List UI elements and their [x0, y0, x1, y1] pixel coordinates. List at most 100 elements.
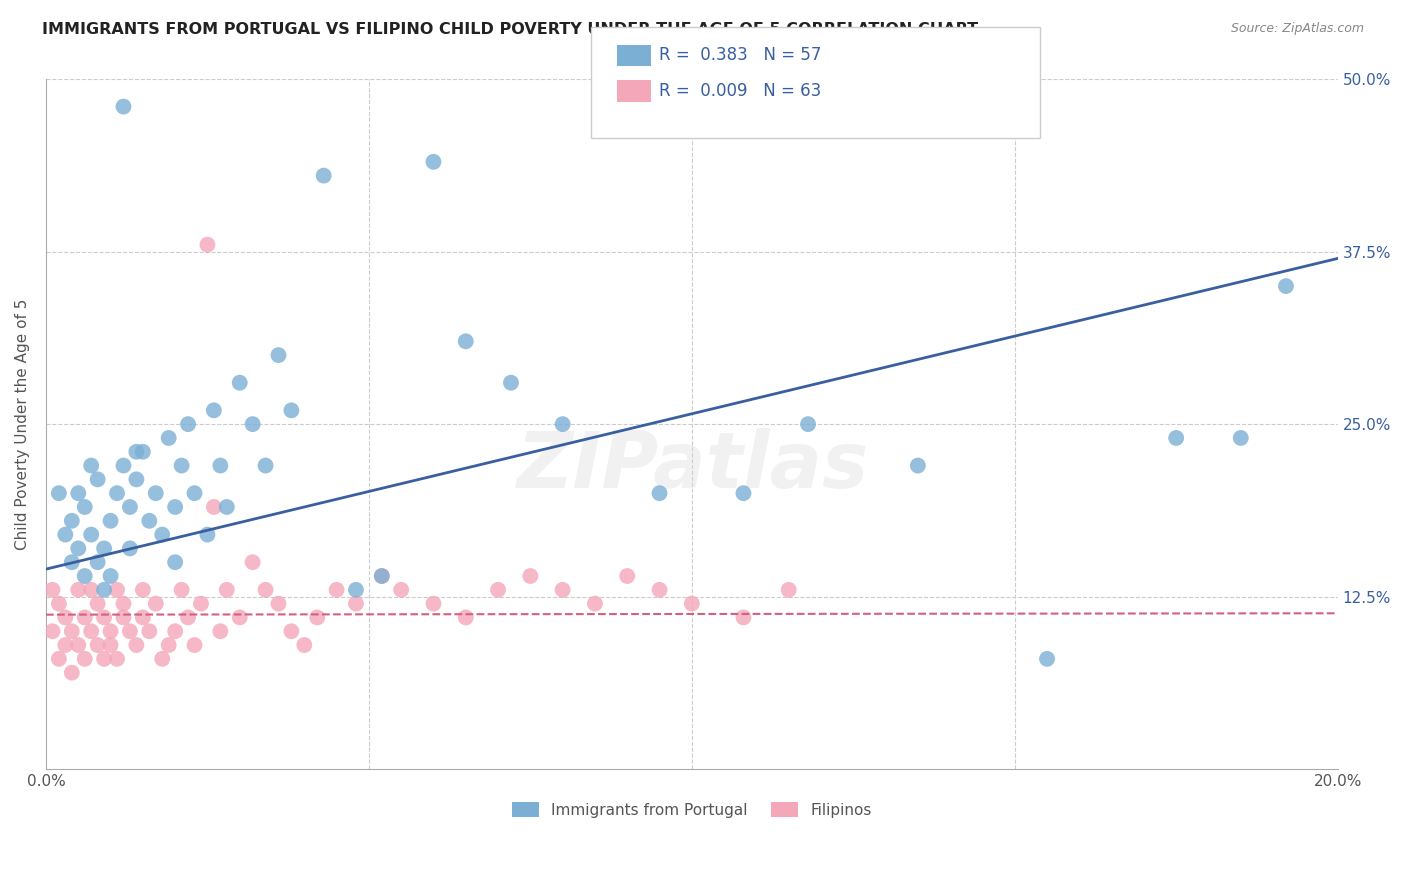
Point	[93, 652, 115, 666]
Point	[73, 500, 96, 514]
Point	[312, 169, 335, 183]
Point	[80, 582, 103, 597]
Point	[1166, 431, 1188, 445]
Point	[197, 237, 219, 252]
Legend: Immigrants from Portugal, Filipinos: Immigrants from Portugal, Filipinos	[506, 796, 877, 824]
Point	[67, 582, 90, 597]
Point	[132, 582, 155, 597]
Point	[67, 486, 90, 500]
Point	[1275, 279, 1298, 293]
Point	[183, 486, 205, 500]
Point	[551, 582, 574, 597]
Text: R =  0.383   N = 57: R = 0.383 N = 57	[659, 46, 821, 64]
Point	[190, 597, 212, 611]
Point	[86, 638, 108, 652]
Point	[209, 458, 232, 473]
Point	[486, 582, 509, 597]
Point	[177, 610, 200, 624]
Point	[67, 541, 90, 556]
Point	[1229, 431, 1251, 445]
Point	[583, 597, 606, 611]
Point	[105, 652, 128, 666]
Point	[105, 582, 128, 597]
Point	[48, 486, 70, 500]
Point	[325, 582, 347, 597]
Point	[292, 638, 315, 652]
Point	[267, 597, 290, 611]
Point	[125, 638, 148, 652]
Point	[254, 458, 277, 473]
Point	[118, 500, 141, 514]
Point	[86, 555, 108, 569]
Point	[60, 665, 83, 680]
Point	[778, 582, 800, 597]
Point	[551, 417, 574, 431]
Point	[454, 610, 477, 624]
Point	[73, 652, 96, 666]
Point	[202, 500, 225, 514]
Point	[73, 610, 96, 624]
Point	[733, 610, 755, 624]
Point	[1036, 652, 1059, 666]
Point	[177, 417, 200, 431]
Point	[519, 569, 541, 583]
Point	[125, 444, 148, 458]
Point	[215, 500, 238, 514]
Point	[242, 555, 264, 569]
Point	[280, 403, 302, 417]
Point	[150, 652, 173, 666]
Point	[733, 486, 755, 500]
Point	[371, 569, 394, 583]
Point	[215, 582, 238, 597]
Point	[344, 597, 367, 611]
Text: R =  0.009   N = 63: R = 0.009 N = 63	[659, 82, 821, 100]
Point	[170, 582, 193, 597]
Point	[280, 624, 302, 639]
Point	[138, 514, 160, 528]
Point	[118, 541, 141, 556]
Point	[267, 348, 290, 362]
Point	[73, 569, 96, 583]
Point	[454, 334, 477, 349]
Text: ZIPatlas: ZIPatlas	[516, 427, 868, 504]
Point	[60, 624, 83, 639]
Point	[100, 569, 122, 583]
Point	[616, 569, 638, 583]
Point	[157, 638, 180, 652]
Point	[797, 417, 820, 431]
Point	[80, 624, 103, 639]
Point	[105, 486, 128, 500]
Point	[132, 610, 155, 624]
Point	[648, 486, 671, 500]
Point	[170, 458, 193, 473]
Y-axis label: Child Poverty Under the Age of 5: Child Poverty Under the Age of 5	[15, 299, 30, 549]
Point	[53, 610, 76, 624]
Point	[183, 638, 205, 652]
Point	[112, 610, 135, 624]
Point	[681, 597, 703, 611]
Point	[150, 527, 173, 541]
Point	[112, 99, 135, 113]
Point	[100, 638, 122, 652]
Point	[165, 555, 187, 569]
Point	[165, 624, 187, 639]
Point	[93, 582, 115, 597]
Point	[422, 154, 444, 169]
Point	[209, 624, 232, 639]
Point	[67, 638, 90, 652]
Point	[60, 514, 83, 528]
Text: Source: ZipAtlas.com: Source: ZipAtlas.com	[1230, 22, 1364, 36]
Point	[86, 597, 108, 611]
Point	[100, 624, 122, 639]
Point	[60, 555, 83, 569]
Point	[648, 582, 671, 597]
Point	[80, 458, 103, 473]
Point	[254, 582, 277, 597]
Point	[41, 582, 63, 597]
Point	[112, 597, 135, 611]
Point	[41, 624, 63, 639]
Point	[93, 610, 115, 624]
Text: IMMIGRANTS FROM PORTUGAL VS FILIPINO CHILD POVERTY UNDER THE AGE OF 5 CORRELATIO: IMMIGRANTS FROM PORTUGAL VS FILIPINO CHI…	[42, 22, 979, 37]
Point	[307, 610, 329, 624]
Point	[48, 597, 70, 611]
